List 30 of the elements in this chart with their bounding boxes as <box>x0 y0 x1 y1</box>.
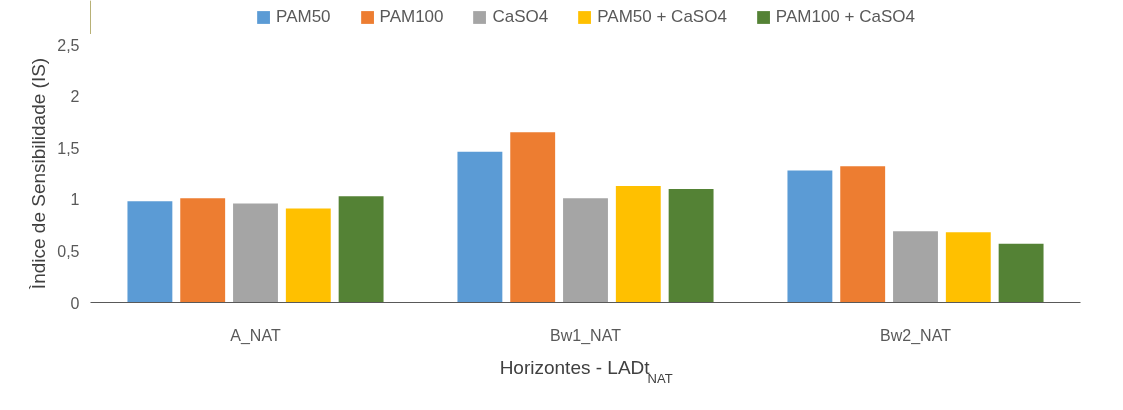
x-tick-label: Bw2_NAT <box>880 326 952 345</box>
y-tick-label: 2 <box>70 88 80 106</box>
legend-label: PAM50 <box>276 7 331 27</box>
bar <box>945 232 991 303</box>
bar <box>457 151 503 303</box>
legend-label: PAM100 + CaSO4 <box>775 7 915 27</box>
y-tick-label: 2,5 <box>57 36 80 54</box>
bar <box>510 132 556 303</box>
y-tick-label: 0,5 <box>57 242 80 260</box>
bar <box>180 198 226 303</box>
bar <box>787 170 833 303</box>
y-tick-label: 0 <box>70 294 80 312</box>
bar <box>563 198 608 303</box>
bar <box>285 208 331 303</box>
bar <box>893 231 938 303</box>
bar <box>840 166 886 303</box>
legend-label: CaSO4 <box>492 7 549 27</box>
y-tick-label: 1 <box>70 191 80 209</box>
bar <box>668 188 714 303</box>
x-tick-label: A_NAT <box>230 326 281 345</box>
bar <box>338 196 384 303</box>
legend-label: PAM100 <box>379 7 444 27</box>
bar <box>233 203 278 303</box>
bar <box>127 201 173 303</box>
legend-label: PAM50 + CaSO4 <box>597 7 727 27</box>
y-tick-label: 1,5 <box>57 139 80 157</box>
bar <box>998 243 1044 303</box>
y-axis-title: Ìndice de Sensibilidade (IS) <box>28 57 50 290</box>
bar <box>615 185 661 303</box>
x-tick-label: Bw1_NAT <box>550 326 622 345</box>
